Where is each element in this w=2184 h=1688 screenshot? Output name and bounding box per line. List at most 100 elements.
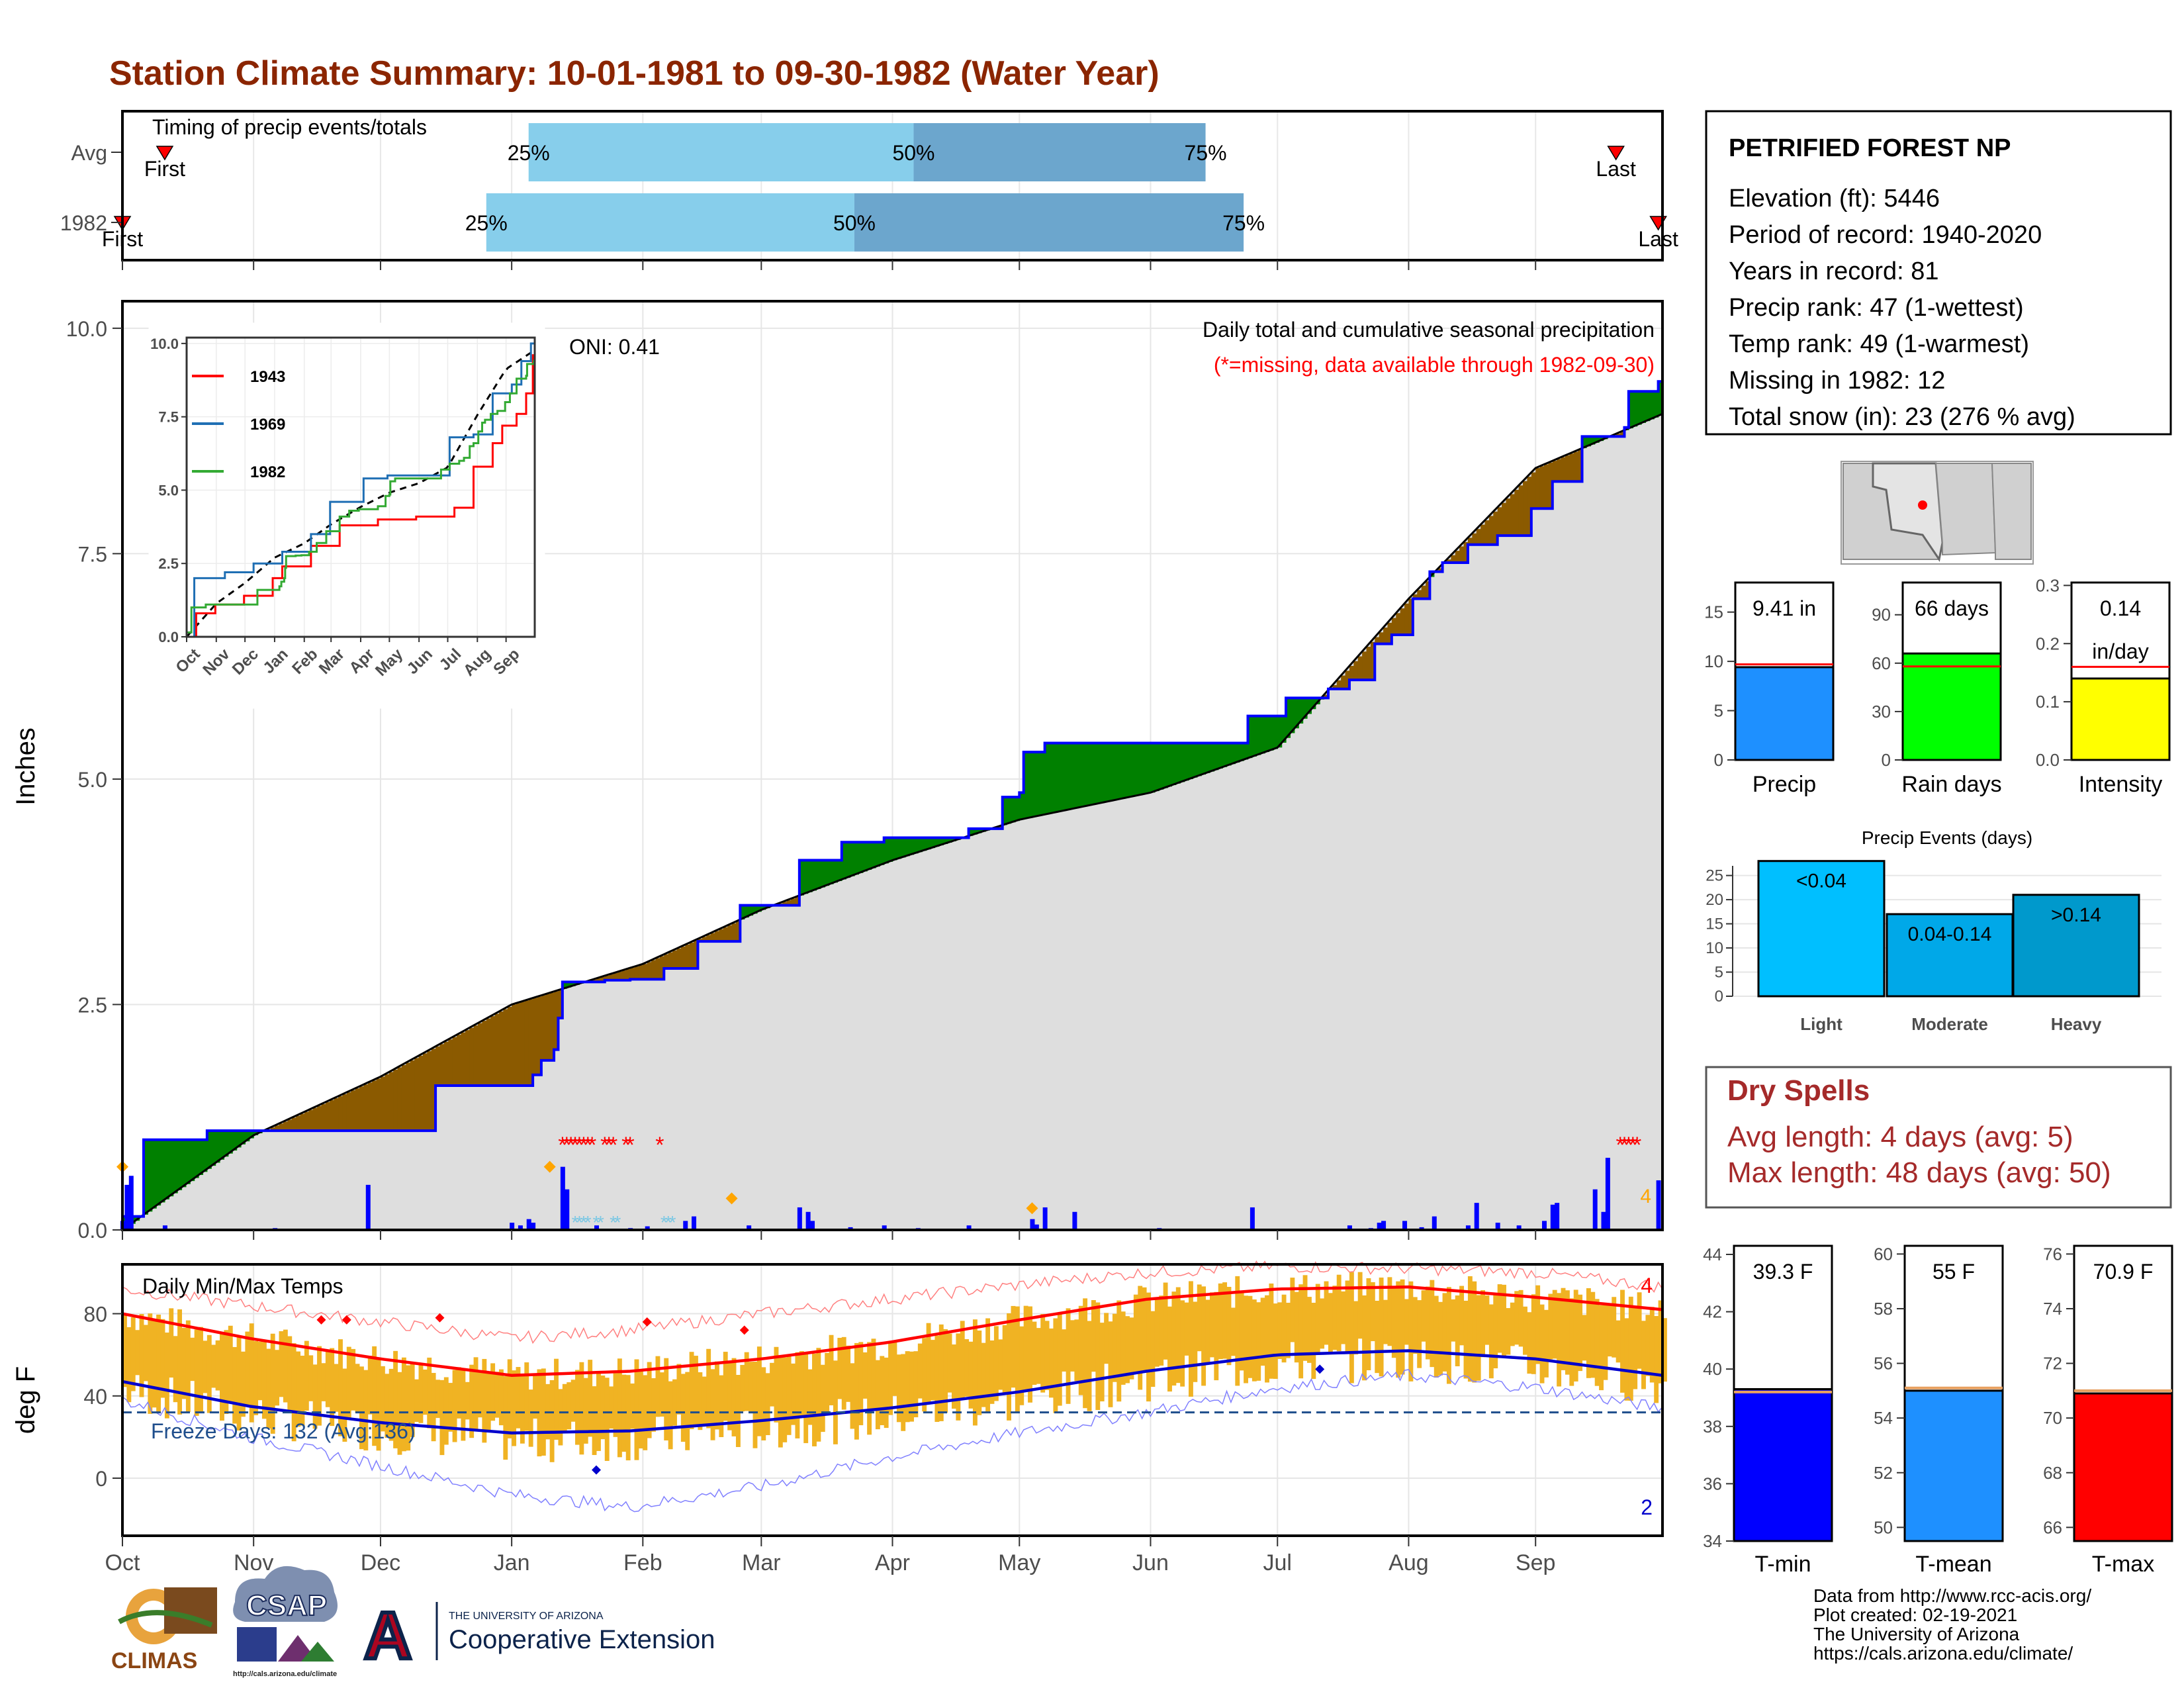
summary-bar-y-tick-label: 60 xyxy=(1872,653,1891,673)
first-event-label: First xyxy=(144,157,185,181)
events-category-label: Light xyxy=(1800,1014,1843,1034)
daily-temp-bar xyxy=(372,1346,377,1446)
below-average-band xyxy=(338,1096,343,1131)
precip-y-tick-label: 0.0 xyxy=(78,1219,107,1243)
below-average-band xyxy=(494,1013,500,1086)
daily-temp-bar xyxy=(401,1357,406,1452)
daily-precip-bar xyxy=(124,1184,130,1230)
station-info-line: Years in record: 81 xyxy=(1729,258,1939,285)
below-average-band xyxy=(786,900,792,906)
timing-quantile-label: 75% xyxy=(1185,141,1227,165)
daily-temp-bar xyxy=(342,1368,347,1442)
daily-temp-bar xyxy=(533,1376,537,1419)
below-average-band xyxy=(1476,529,1481,545)
daily-temp-bar xyxy=(570,1380,576,1422)
daily-temp-bar xyxy=(1582,1315,1587,1361)
above-average-band xyxy=(1226,743,1232,766)
daily-precip-bar xyxy=(683,1221,688,1230)
above-average-band xyxy=(1658,381,1663,416)
above-average-band xyxy=(1023,752,1028,819)
daily-temp-bar xyxy=(1298,1284,1304,1379)
above-average-band xyxy=(1201,743,1206,775)
station-location-dot xyxy=(1918,500,1927,510)
daily-temp-bar xyxy=(1459,1286,1465,1346)
above-average-band xyxy=(837,860,842,881)
daily-temp-bar xyxy=(1023,1305,1028,1391)
below-average-band xyxy=(1383,628,1388,644)
snow-marker: * xyxy=(572,1212,579,1233)
record-high-count: 4 xyxy=(1641,1274,1653,1297)
above-average-band xyxy=(211,1131,216,1166)
daily-temp-bar xyxy=(393,1350,398,1448)
daily-precip-bar xyxy=(1042,1207,1048,1230)
above-average-band xyxy=(1214,743,1219,771)
daily-temp-bar xyxy=(397,1372,402,1455)
daily-temp-bar xyxy=(1379,1277,1384,1377)
daily-temp-bar xyxy=(698,1372,703,1430)
daily-temp-bar xyxy=(1472,1281,1477,1383)
snow-marker: * xyxy=(584,1212,592,1233)
daily-temp-bar xyxy=(1654,1316,1659,1403)
month-tick-label: Jul xyxy=(1263,1550,1292,1575)
above-average-band xyxy=(177,1139,183,1191)
temp-bar-y-tick-label: 38 xyxy=(1703,1417,1722,1436)
above-average-band xyxy=(1633,391,1638,427)
daily-temp-bar xyxy=(913,1351,919,1418)
timing-edge-mask xyxy=(0,111,122,120)
above-average-band xyxy=(1218,743,1223,769)
first-event-marker xyxy=(156,146,174,161)
daily-temp-bar xyxy=(1324,1281,1329,1345)
record-high-marker xyxy=(739,1325,749,1335)
summary-bar-y-tick-label: 30 xyxy=(1872,702,1891,722)
events-category-label: Heavy xyxy=(2051,1014,2102,1034)
missing-data-marker: * xyxy=(609,1133,617,1158)
daily-temp-bar xyxy=(1091,1300,1096,1372)
daily-precip-bar xyxy=(1656,1180,1661,1230)
below-average-band xyxy=(503,1009,508,1086)
daily-temp-bar xyxy=(130,1317,136,1391)
above-average-band xyxy=(1298,698,1304,724)
above-average-band xyxy=(152,1139,157,1209)
summary-bar-y-tick-label: 15 xyxy=(1704,602,1723,622)
missing-data-marker: * xyxy=(1629,1133,1637,1158)
above-average-band xyxy=(1205,743,1210,773)
record-low-marker xyxy=(1315,1364,1325,1374)
missing-data-marker: * xyxy=(558,1133,567,1158)
month-tick-label: May xyxy=(998,1550,1040,1575)
daily-temp-bar xyxy=(1539,1304,1545,1383)
above-average-band xyxy=(1230,743,1236,765)
below-average-band xyxy=(380,1076,385,1131)
csap-logo: CSAP http://cals.arizona.edu/climate xyxy=(233,1566,338,1678)
below-average-band xyxy=(418,1055,424,1131)
inset-y-tick-label: 7.5 xyxy=(158,409,179,426)
below-average-band xyxy=(478,1023,482,1086)
daily-precip-bar xyxy=(510,1223,515,1230)
daily-temp-bar xyxy=(1108,1321,1113,1407)
daily-temp-bar xyxy=(443,1377,449,1445)
missing-data-marker: * xyxy=(1624,1133,1633,1158)
ua-block-a: A xyxy=(364,1599,412,1673)
average-min-line xyxy=(122,1349,1663,1434)
daily-temp-bar xyxy=(380,1366,385,1432)
daily-temp-bar xyxy=(1590,1291,1596,1378)
below-average-band xyxy=(630,968,635,980)
daily-temp-bar xyxy=(1502,1284,1506,1356)
above-average-band xyxy=(803,860,809,894)
daily-temp-bar xyxy=(376,1358,381,1451)
below-average-band xyxy=(355,1088,360,1131)
daily-temp-bar xyxy=(1120,1311,1126,1385)
daily-temp-bar xyxy=(1628,1296,1633,1401)
below-average-band xyxy=(435,1046,441,1086)
summary-bar-fill xyxy=(1901,652,2002,761)
daily-temp-bar xyxy=(1612,1297,1617,1358)
below-average-band xyxy=(1506,498,1511,536)
daily-precip-bar xyxy=(966,1225,972,1230)
summary-bar-value-unit: in/day xyxy=(2092,639,2148,663)
events-category-label: Moderate xyxy=(1911,1014,1988,1034)
above-average-band xyxy=(825,860,830,886)
snow-marker: * xyxy=(576,1212,583,1233)
daily-precip-bar xyxy=(1419,1227,1424,1230)
daily-temp-bar xyxy=(1438,1301,1443,1376)
temp-bar-y-tick-label: 42 xyxy=(1703,1302,1722,1322)
temp-y-tick-label: 0 xyxy=(95,1467,107,1491)
